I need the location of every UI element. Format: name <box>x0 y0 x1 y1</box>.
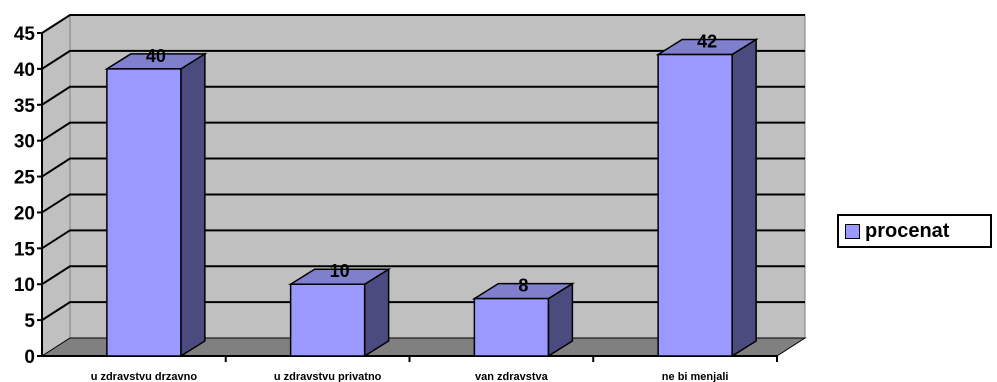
bar-front <box>106 68 182 357</box>
y-tick-label: 40 <box>14 60 35 81</box>
gridlines <box>41 14 805 321</box>
bar-side <box>731 38 757 358</box>
bar <box>104 52 208 358</box>
data-label: 40 <box>146 46 166 66</box>
legend-swatch <box>845 223 860 239</box>
x-tick-label: u zdravstvu privatno <box>274 371 382 382</box>
legend: procenat <box>837 214 992 248</box>
gridline <box>41 157 805 178</box>
bar-front <box>289 283 366 357</box>
bar <box>288 267 392 358</box>
bar <box>471 282 575 358</box>
legend-label: procenat <box>865 219 950 242</box>
x-tick-label: ne bi menjali <box>662 371 729 382</box>
x-tick-label: van zdravstva <box>475 371 549 382</box>
y-tick-label: 20 <box>14 203 35 224</box>
x-axis-labels: u zdravstvu drzavno u zdravstvu privatno v… <box>91 371 729 382</box>
data-labels: 40 10 8 42 <box>146 32 717 296</box>
y-tick-label: 35 <box>14 96 36 117</box>
gridline <box>41 14 805 34</box>
y-tick-label: 45 <box>14 24 36 45</box>
data-label: 42 <box>697 32 717 52</box>
gridline <box>41 85 805 106</box>
gridline <box>41 193 805 214</box>
y-tick-label: 30 <box>14 132 35 153</box>
gridline <box>41 265 805 286</box>
y-tick-label: 0 <box>24 347 35 368</box>
gridline <box>41 49 805 70</box>
data-label: 8 <box>518 276 528 296</box>
y-tick-label: 15 <box>14 239 36 260</box>
bar-front <box>657 53 733 357</box>
y-tick-label: 25 <box>14 168 36 189</box>
x-tick-label: u zdravstvu drzavno <box>91 371 198 382</box>
y-tick-label: 5 <box>24 311 35 332</box>
gridline <box>41 229 805 250</box>
bar-side <box>180 52 206 358</box>
data-label: 10 <box>330 261 350 281</box>
bar <box>655 38 759 358</box>
gridline <box>41 121 805 142</box>
y-tick-label: 10 <box>14 275 35 296</box>
bars <box>104 38 759 358</box>
bar-front <box>473 297 550 357</box>
